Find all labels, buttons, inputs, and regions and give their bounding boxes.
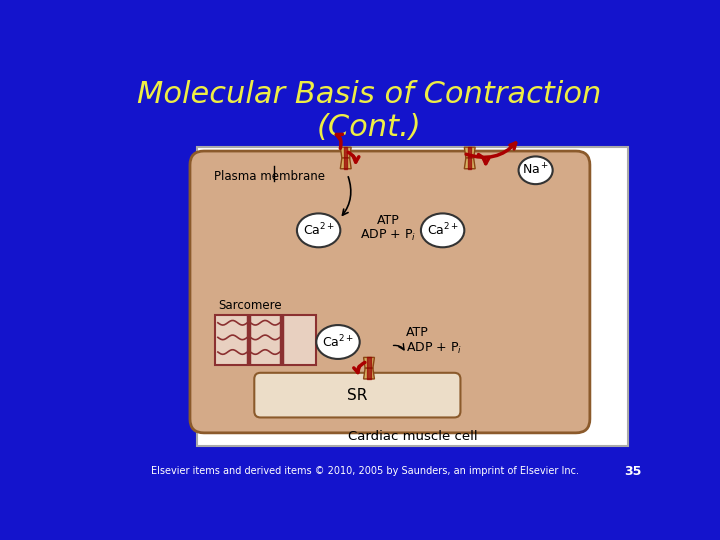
Text: SR: SR xyxy=(347,388,368,403)
Text: ADP + P$_i$: ADP + P$_i$ xyxy=(406,341,462,356)
FancyBboxPatch shape xyxy=(190,151,590,433)
Text: ATP: ATP xyxy=(377,214,400,227)
Ellipse shape xyxy=(297,213,341,247)
Text: ATP: ATP xyxy=(406,326,429,339)
Ellipse shape xyxy=(316,325,360,359)
Polygon shape xyxy=(364,368,374,379)
Text: Ca$^{2+}$: Ca$^{2+}$ xyxy=(322,334,354,350)
Polygon shape xyxy=(364,357,374,368)
Text: Na$^+$: Na$^+$ xyxy=(522,163,549,178)
Text: ADP + P$_i$: ADP + P$_i$ xyxy=(360,228,416,244)
Polygon shape xyxy=(464,147,475,158)
Text: (Cont.): (Cont.) xyxy=(317,113,421,143)
Text: Cardiac muscle cell: Cardiac muscle cell xyxy=(348,430,477,443)
Bar xyxy=(215,315,315,365)
Text: Elsevier items and derived items © 2010, 2005 by Saunders, an imprint of Elsevie: Elsevier items and derived items © 2010,… xyxy=(151,467,579,476)
Polygon shape xyxy=(341,147,351,158)
Polygon shape xyxy=(464,158,475,168)
Ellipse shape xyxy=(518,157,553,184)
Text: Sarcomere: Sarcomere xyxy=(218,299,282,312)
FancyBboxPatch shape xyxy=(254,373,461,417)
Text: Plasma membrane: Plasma membrane xyxy=(214,170,325,183)
Text: 35: 35 xyxy=(624,465,642,478)
Text: Molecular Basis of Contraction: Molecular Basis of Contraction xyxy=(137,79,601,109)
Text: Ca$^{2+}$: Ca$^{2+}$ xyxy=(302,222,335,239)
Ellipse shape xyxy=(421,213,464,247)
Bar xyxy=(197,147,628,446)
Polygon shape xyxy=(341,158,351,168)
Text: Ca$^{2+}$: Ca$^{2+}$ xyxy=(426,222,459,239)
